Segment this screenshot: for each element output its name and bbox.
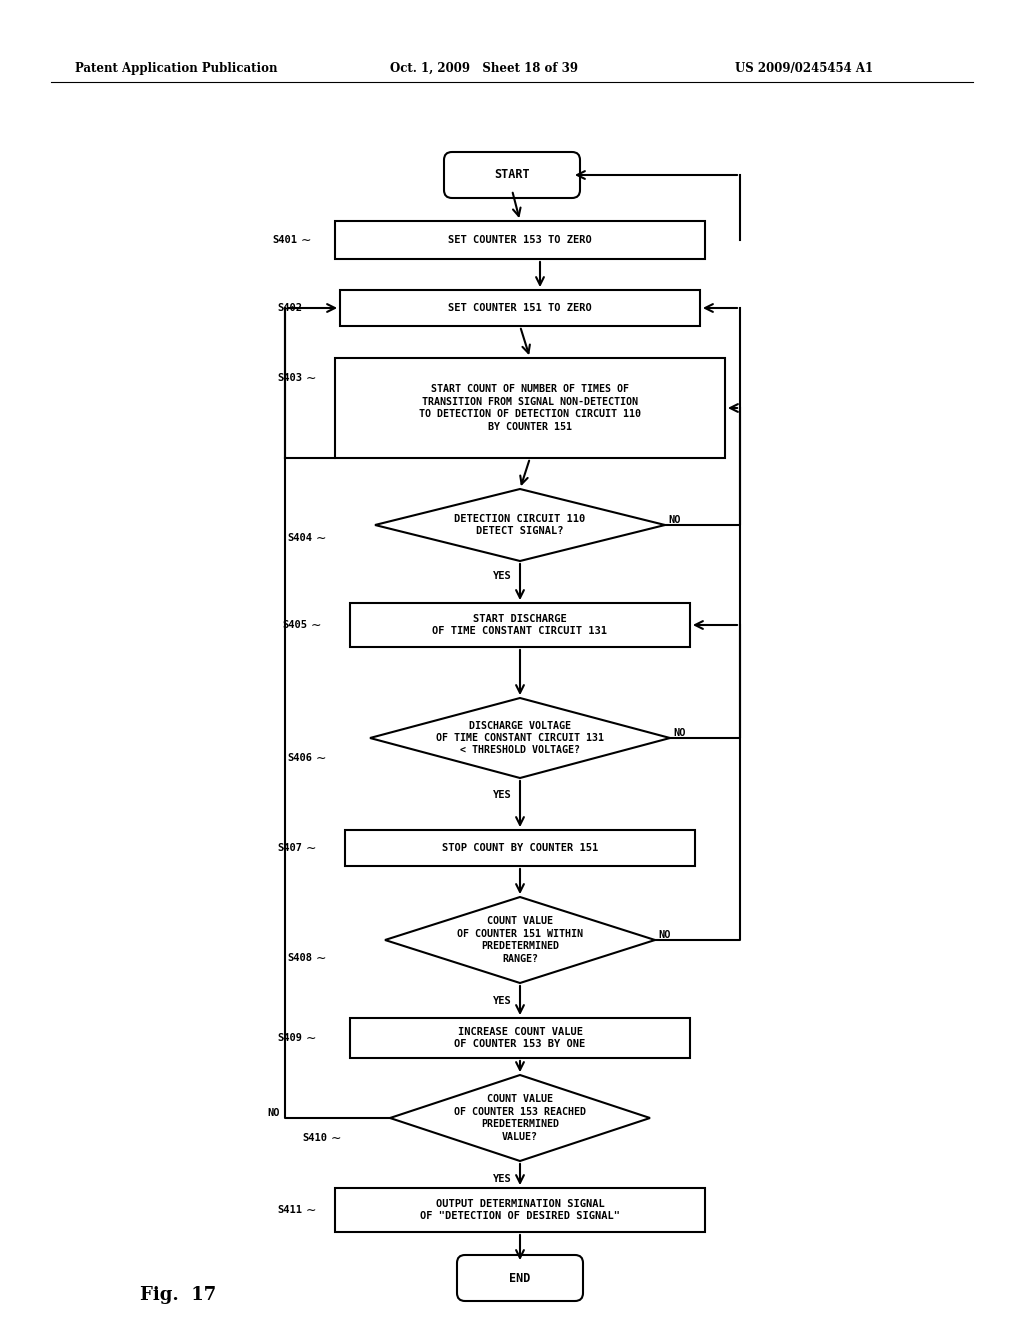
Text: STOP COUNT BY COUNTER 151: STOP COUNT BY COUNTER 151: [442, 843, 598, 853]
Text: DETECTION CIRCUIT 110
DETECT SIGNAL?: DETECTION CIRCUIT 110 DETECT SIGNAL?: [455, 513, 586, 536]
Bar: [350, 1018, 690, 1059]
Text: ∼: ∼: [306, 842, 316, 854]
Text: ∼: ∼: [331, 1131, 341, 1144]
Text: S409: S409: [278, 1034, 302, 1043]
Bar: [335, 1188, 705, 1232]
Text: ∼: ∼: [301, 234, 311, 247]
Text: S404: S404: [287, 533, 312, 543]
Text: S401: S401: [272, 235, 297, 246]
Text: ∼: ∼: [306, 1204, 316, 1217]
Text: US 2009/0245454 A1: US 2009/0245454 A1: [735, 62, 873, 75]
Text: ∼: ∼: [306, 371, 316, 384]
Text: S406: S406: [287, 752, 312, 763]
Bar: [335, 358, 725, 458]
Text: ∼: ∼: [316, 952, 327, 965]
Text: ∼: ∼: [311, 619, 322, 631]
Text: YES: YES: [493, 789, 511, 800]
Polygon shape: [390, 1074, 650, 1162]
Text: Fig.  17: Fig. 17: [140, 1286, 216, 1304]
Text: S407: S407: [278, 843, 302, 853]
Text: START: START: [495, 169, 529, 181]
Bar: [350, 603, 690, 647]
Bar: [335, 220, 705, 259]
Text: YES: YES: [493, 1173, 511, 1184]
Text: S410: S410: [302, 1133, 327, 1143]
Text: ∼: ∼: [316, 751, 327, 764]
FancyBboxPatch shape: [444, 152, 580, 198]
Text: Oct. 1, 2009   Sheet 18 of 39: Oct. 1, 2009 Sheet 18 of 39: [390, 62, 578, 75]
Text: SET COUNTER 151 TO ZERO: SET COUNTER 151 TO ZERO: [449, 304, 592, 313]
Text: INCREASE COUNT VALUE
OF COUNTER 153 BY ONE: INCREASE COUNT VALUE OF COUNTER 153 BY O…: [455, 1027, 586, 1049]
Text: S411: S411: [278, 1205, 302, 1214]
Text: NO: NO: [673, 729, 685, 738]
Text: DISCHARGE VOLTAGE
OF TIME CONSTANT CIRCUIT 131
< THRESHOLD VOLTAGE?: DISCHARGE VOLTAGE OF TIME CONSTANT CIRCU…: [436, 721, 604, 755]
FancyBboxPatch shape: [457, 1255, 583, 1302]
Polygon shape: [385, 898, 655, 983]
Text: S405: S405: [282, 620, 307, 630]
Text: START DISCHARGE
OF TIME CONSTANT CIRCUIT 131: START DISCHARGE OF TIME CONSTANT CIRCUIT…: [432, 614, 607, 636]
Text: NO: NO: [668, 515, 681, 525]
Text: S408: S408: [287, 953, 312, 964]
Text: Patent Application Publication: Patent Application Publication: [75, 62, 278, 75]
Text: START COUNT OF NUMBER OF TIMES OF
TRANSITION FROM SIGNAL NON-DETECTION
TO DETECT: START COUNT OF NUMBER OF TIMES OF TRANSI…: [419, 384, 641, 432]
Bar: [345, 830, 695, 866]
Text: SET COUNTER 153 TO ZERO: SET COUNTER 153 TO ZERO: [449, 235, 592, 246]
Text: NO: NO: [267, 1107, 280, 1118]
Bar: [340, 290, 700, 326]
Text: S403: S403: [278, 374, 302, 383]
Text: OUTPUT DETERMINATION SIGNAL
OF "DETECTION OF DESIRED SIGNAL": OUTPUT DETERMINATION SIGNAL OF "DETECTIO…: [420, 1199, 620, 1221]
Text: ∼: ∼: [316, 532, 327, 544]
Text: ∼: ∼: [306, 301, 316, 314]
Text: S402: S402: [278, 304, 302, 313]
Polygon shape: [375, 488, 665, 561]
Text: COUNT VALUE
OF COUNTER 153 REACHED
PREDETERMINED
VALUE?: COUNT VALUE OF COUNTER 153 REACHED PREDE…: [454, 1094, 586, 1142]
Text: NO: NO: [658, 931, 671, 940]
Text: YES: YES: [493, 997, 511, 1006]
Text: COUNT VALUE
OF COUNTER 151 WITHIN
PREDETERMINED
RANGE?: COUNT VALUE OF COUNTER 151 WITHIN PREDET…: [457, 916, 583, 964]
Text: ∼: ∼: [306, 1031, 316, 1044]
Text: YES: YES: [493, 572, 511, 581]
Text: END: END: [509, 1271, 530, 1284]
Polygon shape: [370, 698, 670, 777]
